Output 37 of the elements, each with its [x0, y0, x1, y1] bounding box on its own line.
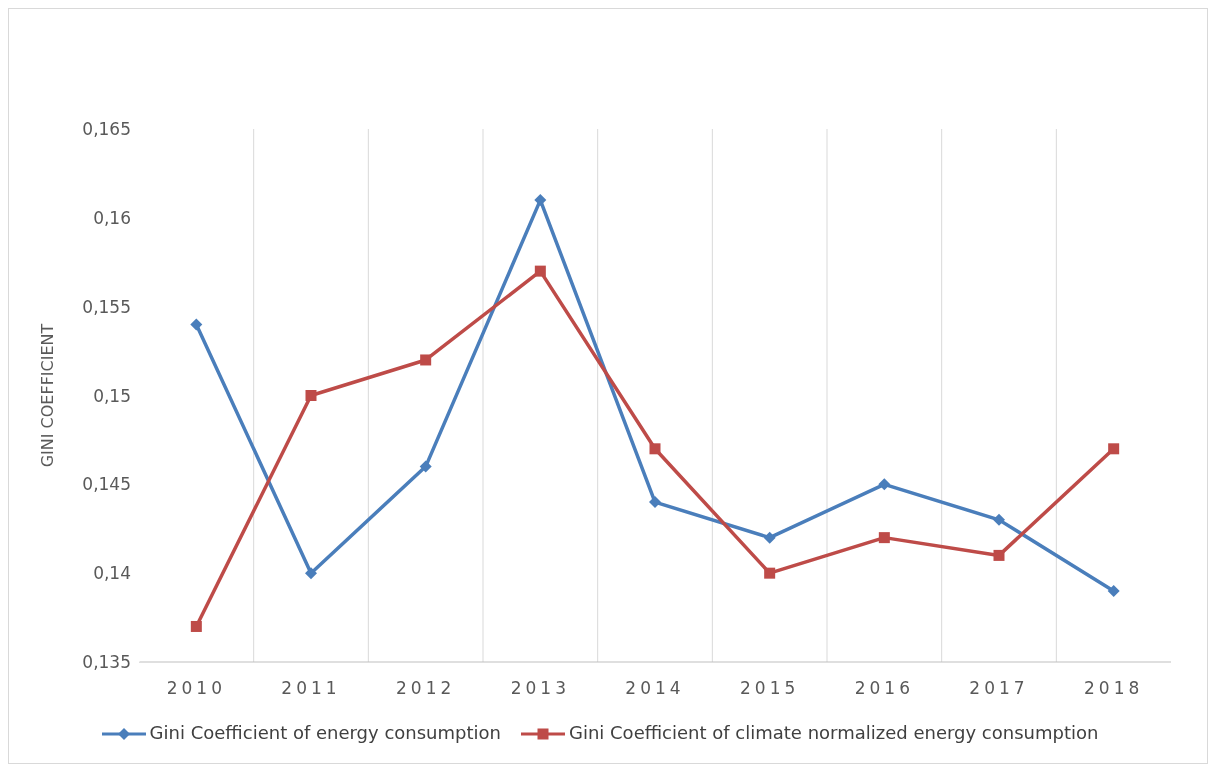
point: [190, 318, 203, 331]
point: [878, 532, 890, 544]
legend-label: Gini Coefficient of energy consumption: [148, 722, 501, 743]
point: [993, 549, 1005, 561]
point: [878, 478, 891, 491]
point: [764, 567, 776, 579]
x-tick-label: 2011: [281, 678, 341, 699]
y-tick-label: 0,165: [82, 119, 131, 140]
point: [190, 620, 202, 632]
x-tick-label: 2018: [1084, 678, 1144, 699]
point: [649, 443, 661, 455]
point: [305, 390, 317, 401]
y-tick-label: 0,155: [82, 296, 131, 317]
y-tick-label: 0,14: [93, 563, 131, 584]
point: [420, 354, 432, 366]
point: [993, 513, 1005, 526]
y-tick-label: 0,145: [82, 474, 131, 495]
point: [763, 531, 776, 544]
legend-label: Gini Coefficient of climate normalized energy consumption: [567, 722, 1099, 743]
point: [534, 194, 547, 207]
point: [1107, 584, 1120, 597]
y-tick-label: 0,15: [93, 385, 131, 406]
y-axis-title: GINI COEFFICIENT: [37, 323, 57, 468]
x-tick-label: 2012: [396, 678, 456, 699]
point: [649, 496, 661, 509]
x-tick-label: 2014: [625, 678, 685, 699]
point: [534, 265, 546, 277]
x-tick-label: 2016: [854, 678, 914, 699]
point: [419, 460, 432, 473]
x-tick-label: 2017: [969, 678, 1029, 699]
point: [1108, 443, 1120, 455]
x-tick-label: 2015: [740, 678, 800, 699]
point: [305, 567, 317, 580]
y-tick-label: 0,135: [82, 652, 131, 673]
y-tick-label: 0,16: [93, 207, 131, 228]
x-tick-label: 2010: [166, 678, 226, 699]
x-tick-label: 2013: [510, 678, 570, 699]
